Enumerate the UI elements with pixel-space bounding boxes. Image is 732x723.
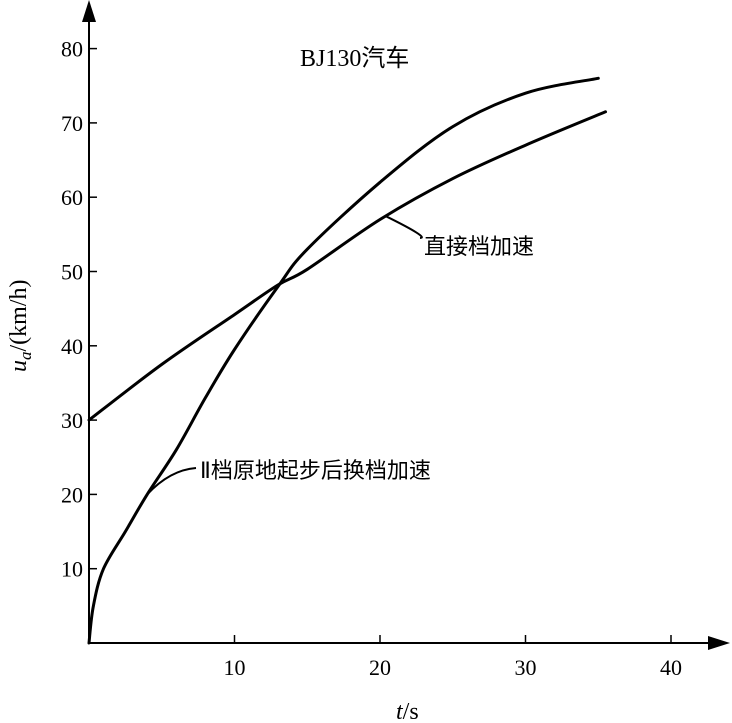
x-axis-unit: /s xyxy=(403,699,419,723)
y-axis-label: ua/(km/h) xyxy=(6,280,35,373)
y-tick-label-20: 20 xyxy=(61,482,83,507)
y-tick-label-50: 50 xyxy=(61,260,83,285)
y-tick-label-30: 30 xyxy=(61,408,83,433)
y-tick-label-40: 40 xyxy=(61,334,83,359)
y-tick-label-70: 70 xyxy=(61,111,83,136)
x-axis-label: t/s xyxy=(396,699,419,723)
annotation-label-0: 直接档加速 xyxy=(424,235,534,260)
x-tick-label-10: 10 xyxy=(224,655,246,680)
annotation-label-1: Ⅱ档原地起步后换档加速 xyxy=(200,459,431,484)
annotation-leader-1 xyxy=(146,467,197,496)
ticks: 10 20 30 40 10 20 30 40 50 60 70 80 xyxy=(61,37,682,680)
series-group xyxy=(87,76,607,645)
y-axis-var: u xyxy=(6,360,32,372)
x-axis-arrow xyxy=(708,636,730,650)
annotations: 直接档加速 Ⅱ档原地起步后换档加速 xyxy=(146,215,534,496)
x-tick-label-40: 40 xyxy=(660,655,682,680)
x-axis-var: t xyxy=(396,699,404,723)
y-axis-arrow xyxy=(82,0,96,22)
series-line-0 xyxy=(87,110,607,422)
annotation-leader-0 xyxy=(385,215,423,239)
y-tick-label-80: 80 xyxy=(61,37,83,62)
series-line-1 xyxy=(87,76,600,645)
chart-title: BJ130汽车 xyxy=(300,45,409,72)
y-tick-label-60: 60 xyxy=(61,185,83,210)
y-axis-sub: a xyxy=(16,352,35,361)
x-tick-label-20: 20 xyxy=(369,655,391,680)
y-tick-label-10: 10 xyxy=(61,557,83,582)
y-axis-unit: /(km/h) xyxy=(6,280,32,352)
axes xyxy=(82,0,730,650)
x-tick-label-30: 30 xyxy=(515,655,537,680)
